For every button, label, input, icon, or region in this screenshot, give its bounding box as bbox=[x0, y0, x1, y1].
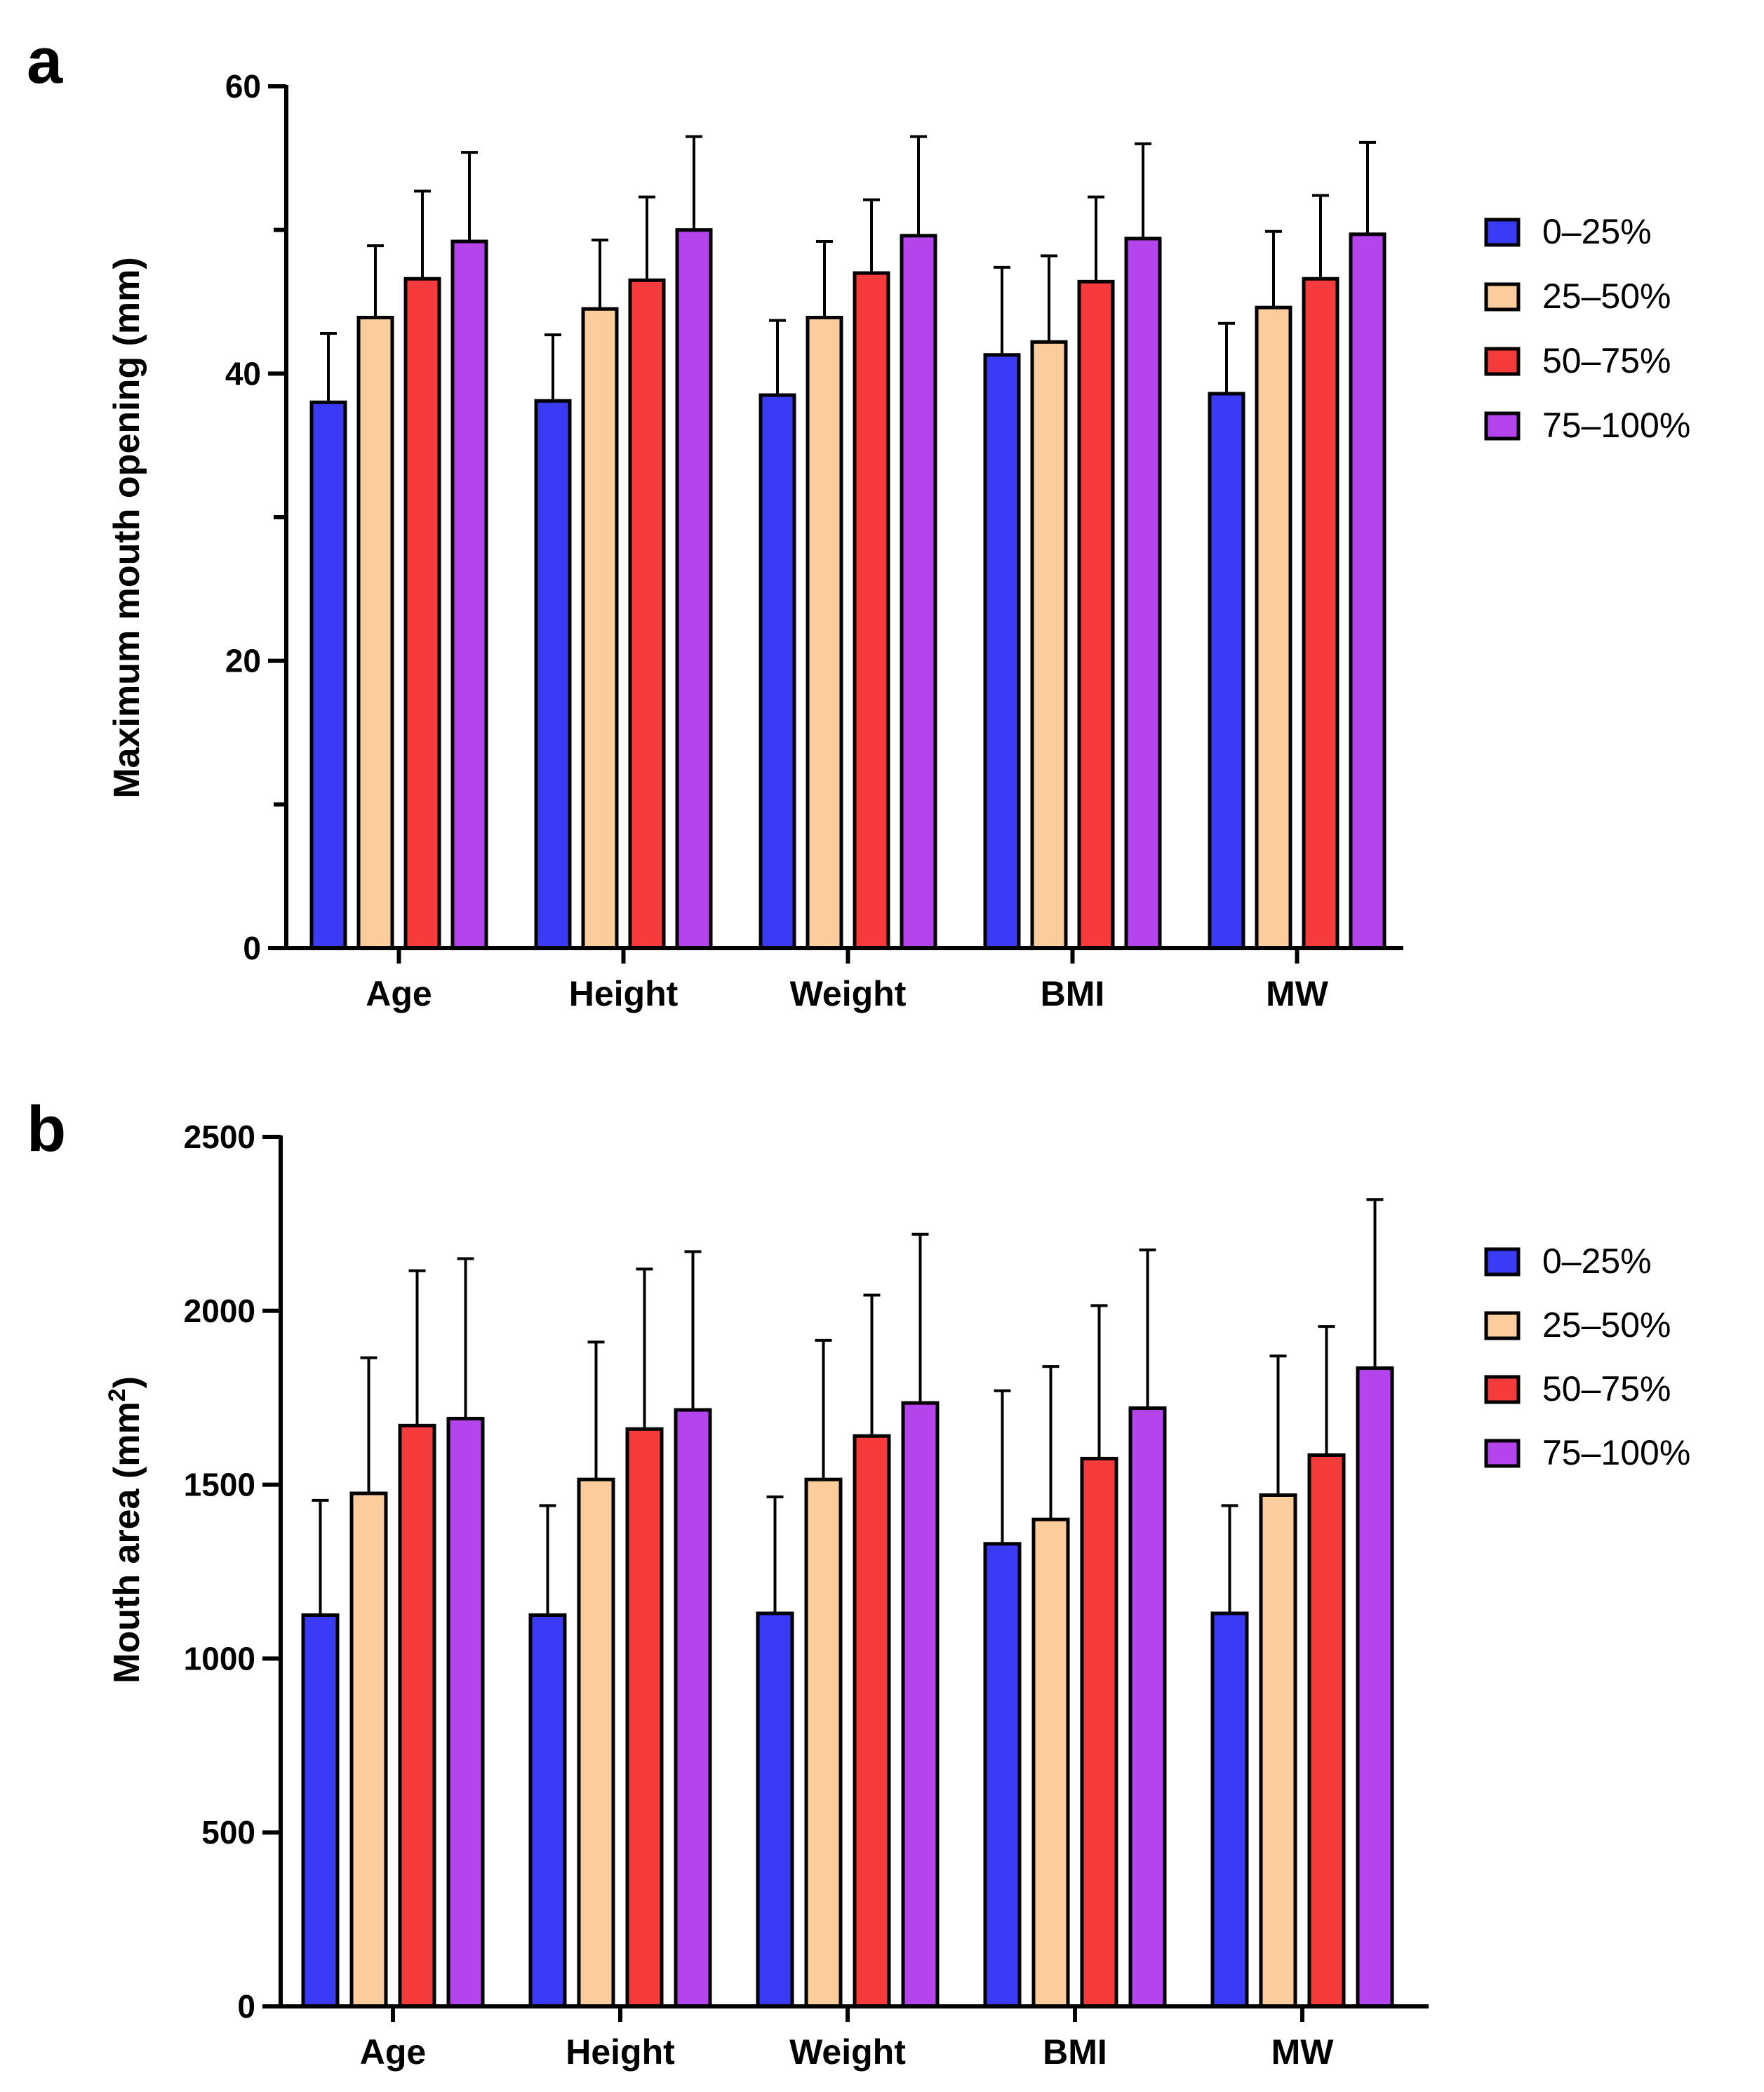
bar-height-series-4 bbox=[674, 1408, 712, 2008]
y-tick-label: 1500 bbox=[184, 1467, 255, 1503]
legend-label: 25–50% bbox=[1542, 277, 1671, 316]
x-category-label-mw: MW bbox=[1271, 2032, 1335, 2072]
legend-swatch bbox=[1484, 1311, 1521, 1340]
bar-bmi-series-4 bbox=[1124, 236, 1162, 950]
bar-weight-series-1 bbox=[759, 393, 796, 950]
bar-age-series-2 bbox=[349, 1491, 388, 2008]
y-tick-label: 1000 bbox=[184, 1640, 255, 1677]
bar-bmi-series-3 bbox=[1080, 1456, 1118, 2008]
bar-height-series-2 bbox=[577, 1477, 615, 2008]
legend-swatch bbox=[1484, 1439, 1521, 1468]
bar-weight-series-3 bbox=[853, 271, 890, 950]
legend-label: 50–75% bbox=[1542, 1369, 1671, 1408]
panel-b-axes bbox=[279, 1135, 1429, 2008]
x-category-label-weight: Weight bbox=[789, 2032, 906, 2072]
legend-swatch bbox=[1484, 218, 1521, 247]
bar-bmi-series-2 bbox=[1031, 1517, 1070, 2008]
bar-weight-series-4 bbox=[900, 234, 937, 950]
x-category-label-mw: MW bbox=[1266, 974, 1329, 1013]
panel-b-error-bars bbox=[312, 1198, 1384, 1615]
y-tick-label: 0 bbox=[237, 1988, 255, 2025]
bar-mw-series-2 bbox=[1259, 1493, 1297, 2008]
legend-label: 25–50% bbox=[1542, 1305, 1671, 1345]
x-category-label-age: Age bbox=[360, 2032, 426, 2072]
bar-age-series-2 bbox=[356, 316, 394, 950]
y-tick-label: 2000 bbox=[184, 1293, 255, 1329]
panel-b: b 0 500 1000 1500 2000 2500 Age Height Weight BM… bbox=[27, 1093, 1690, 2072]
panel-b-y-axis-label-suffix: ) bbox=[107, 1376, 147, 1388]
panel-b-y-axis-label-main: Mouth area (mm bbox=[107, 1401, 147, 1684]
x-category-label-age: Age bbox=[366, 974, 432, 1013]
panel-a: a 0 20 40 60 Age Height Weight BMI MW Maximum m… bbox=[27, 25, 1690, 1013]
legend-swatch bbox=[1484, 411, 1521, 441]
bar-age-series-4 bbox=[446, 1416, 485, 2008]
bar-height-series-1 bbox=[534, 399, 572, 950]
bar-weight-series-4 bbox=[901, 1401, 940, 2008]
legend-label: 75–100% bbox=[1542, 1433, 1690, 1472]
bar-mw-series-2 bbox=[1255, 305, 1292, 950]
x-category-label-bmi: BMI bbox=[1041, 974, 1105, 1013]
bar-height-series-2 bbox=[581, 307, 619, 950]
legend-label: 0–25% bbox=[1542, 1241, 1652, 1281]
panel-a-bars bbox=[309, 228, 1387, 950]
panel-a-x-categories: Age Height Weight BMI MW bbox=[366, 948, 1329, 1013]
bar-height-series-3 bbox=[628, 278, 666, 950]
x-category-label-bmi: BMI bbox=[1043, 2032, 1107, 2072]
bar-age-series-3 bbox=[398, 1423, 436, 2008]
x-category-label-height: Height bbox=[569, 974, 679, 1013]
bar-mw-series-3 bbox=[1307, 1453, 1346, 2008]
bar-weight-series-2 bbox=[804, 1477, 843, 2008]
panel-b-y-axis-label: Mouth area (mm2) bbox=[104, 1376, 147, 1684]
bar-age-series-3 bbox=[403, 277, 441, 950]
panel-a-y-axis-label: Maximum mouth opening (mm) bbox=[107, 257, 147, 798]
panel-b-letter: b bbox=[27, 1093, 66, 1165]
y-tick-label: 500 bbox=[201, 1814, 255, 1851]
bar-weight-series-2 bbox=[806, 316, 843, 950]
bar-mw-series-1 bbox=[1210, 1611, 1249, 2008]
bar-age-series-1 bbox=[309, 400, 347, 950]
bar-bmi-series-1 bbox=[983, 353, 1021, 950]
legend-label: 50–75% bbox=[1542, 341, 1671, 380]
y-tick-label: 60 bbox=[225, 68, 261, 105]
panel-b-x-categories: Age Height Weight BMI MW bbox=[360, 2006, 1334, 2072]
bar-mw-series-3 bbox=[1302, 277, 1339, 950]
bar-mw-series-4 bbox=[1356, 1366, 1394, 2008]
panel-a-letter: a bbox=[27, 25, 63, 97]
x-category-label-weight: Weight bbox=[790, 974, 907, 1013]
panel-b-legend: 0–25% 25–50% 50–75% 75–100% bbox=[1484, 1241, 1690, 1472]
legend-swatch bbox=[1484, 1247, 1521, 1277]
bar-height-series-1 bbox=[528, 1613, 567, 2008]
bar-bmi-series-2 bbox=[1030, 340, 1068, 950]
panel-a-y-ticks: 0 20 40 60 bbox=[225, 68, 286, 966]
bar-height-series-3 bbox=[625, 1427, 664, 2008]
bar-bmi-series-3 bbox=[1077, 279, 1115, 950]
panel-b-bars bbox=[301, 1366, 1394, 2008]
panel-b-y-ticks: 0 500 1000 1500 2000 2500 bbox=[184, 1119, 281, 2025]
panel-a-axes bbox=[284, 85, 1403, 950]
x-category-label-height: Height bbox=[566, 2032, 675, 2072]
bar-weight-series-3 bbox=[853, 1434, 891, 2008]
y-tick-label: 2500 bbox=[184, 1119, 255, 1155]
legend-label: 75–100% bbox=[1542, 406, 1690, 445]
bar-mw-series-1 bbox=[1208, 392, 1245, 950]
y-tick-label: 40 bbox=[225, 355, 261, 392]
panel-a-legend: 0–25% 25–50% 50–75% 75–100% bbox=[1484, 212, 1690, 445]
y-tick-label: 20 bbox=[225, 643, 261, 679]
bar-bmi-series-4 bbox=[1128, 1406, 1167, 2008]
legend-swatch bbox=[1484, 347, 1521, 376]
bar-age-series-4 bbox=[450, 239, 488, 950]
legend-swatch bbox=[1484, 282, 1521, 312]
panel-b-y-axis-label-sup: 2 bbox=[104, 1388, 131, 1401]
bar-weight-series-1 bbox=[756, 1611, 794, 2008]
legend-label: 0–25% bbox=[1542, 212, 1652, 251]
bar-mw-series-4 bbox=[1349, 232, 1387, 950]
legend-swatch bbox=[1484, 1375, 1521, 1404]
bar-height-series-4 bbox=[675, 228, 713, 950]
bar-bmi-series-1 bbox=[983, 1542, 1022, 2008]
panel-a-error-bars bbox=[320, 135, 1376, 403]
y-tick-label: 0 bbox=[243, 930, 261, 966]
bar-age-series-1 bbox=[301, 1613, 340, 2008]
